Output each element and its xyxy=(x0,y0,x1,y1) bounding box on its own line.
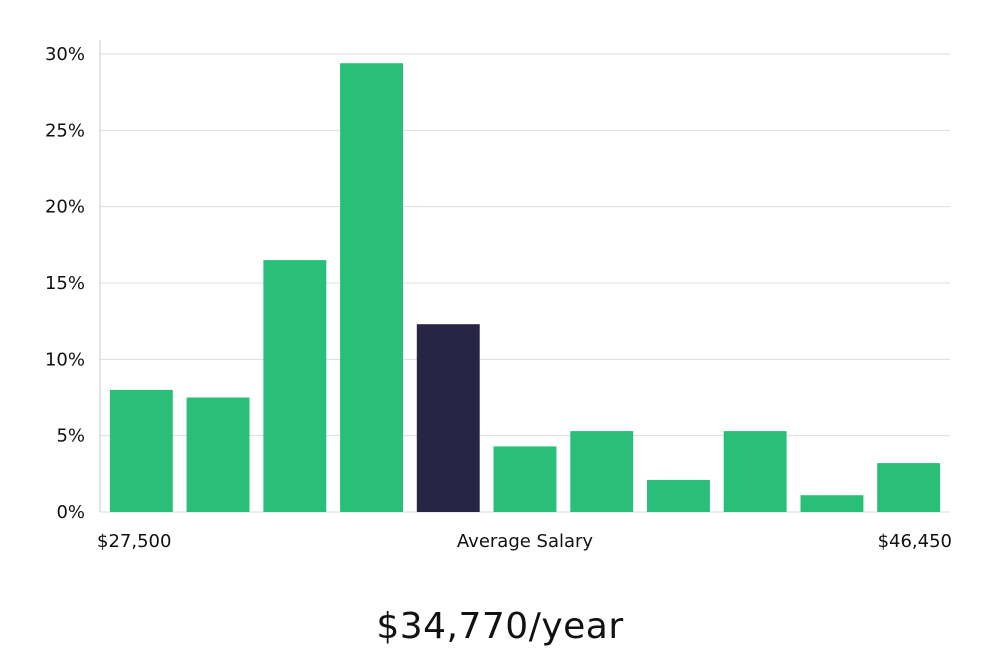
bar xyxy=(800,495,864,512)
bars xyxy=(109,63,941,512)
bar xyxy=(493,446,557,512)
x-axis-max-label: $46,450 xyxy=(878,531,952,552)
y-tick-label: 25% xyxy=(45,120,85,141)
x-axis-min-label: $27,500 xyxy=(97,531,171,552)
x-axis-center-label: Average Salary xyxy=(457,531,594,552)
y-tick-label: 0% xyxy=(56,502,85,523)
y-tick-label: 5% xyxy=(56,426,85,447)
y-tick-label: 10% xyxy=(45,349,85,370)
y-tick-label: 30% xyxy=(45,44,85,65)
salary-distribution-chart: 0% 5% 10% 15% 20% 25% 30% $27,500 Average Sala… xyxy=(45,40,952,552)
bar xyxy=(340,63,403,512)
bar xyxy=(186,397,250,512)
bar xyxy=(109,389,173,512)
bar-average-salary xyxy=(416,324,480,512)
bar xyxy=(877,463,941,512)
bar xyxy=(647,479,710,512)
bar xyxy=(723,431,787,512)
y-axis-ticks: 0% 5% 10% 15% 20% 25% 30% xyxy=(45,44,85,523)
y-tick-label: 20% xyxy=(45,197,85,218)
average-salary-value: $34,770/year xyxy=(376,606,624,647)
y-tick-label: 15% xyxy=(45,273,85,294)
bar xyxy=(263,260,327,512)
bar xyxy=(570,431,634,512)
